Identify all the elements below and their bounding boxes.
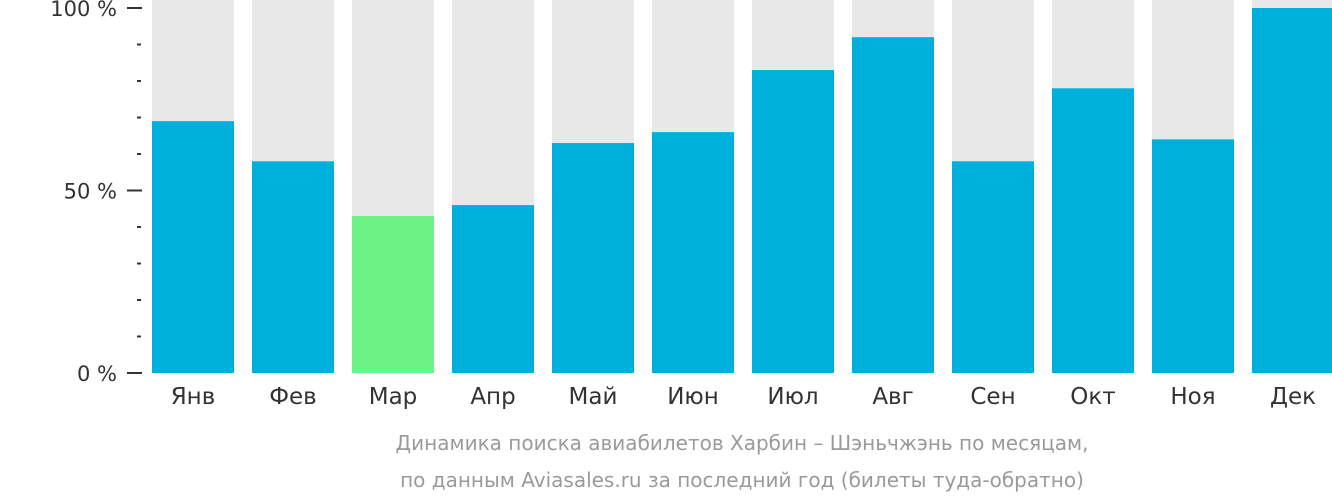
bar-6 bbox=[652, 132, 734, 373]
bar-3 bbox=[352, 216, 434, 373]
bar-5 bbox=[552, 143, 634, 373]
bar-9 bbox=[952, 161, 1034, 373]
x-tick-label: Июн bbox=[667, 384, 719, 410]
bar-12 bbox=[1252, 8, 1332, 373]
x-tick-label: Авг bbox=[872, 384, 913, 410]
x-tick-label: Дек bbox=[1270, 384, 1316, 410]
x-tick-label: Мар bbox=[369, 384, 418, 410]
x-tick-label: Ноя bbox=[1170, 384, 1215, 410]
bar-7 bbox=[752, 70, 834, 374]
x-tick-label: Июл bbox=[767, 384, 818, 410]
x-tick-label: Сен bbox=[970, 384, 1015, 410]
x-tick-label: Окт bbox=[1070, 384, 1115, 410]
x-tick-label: Янв bbox=[171, 384, 216, 410]
x-tick-label: Май bbox=[569, 384, 618, 410]
bar-8 bbox=[852, 37, 934, 373]
bar-2 bbox=[252, 161, 334, 373]
y-tick-label: 0 % bbox=[77, 362, 117, 386]
bar-4 bbox=[452, 205, 534, 373]
x-tick-label: Фев bbox=[269, 384, 317, 410]
bar-1 bbox=[152, 121, 234, 374]
y-tick-label: 50 % bbox=[64, 180, 117, 204]
chart-caption-line-1: Динамика поиска авиабилетов Харбин – Шэн… bbox=[395, 431, 1089, 455]
chart-caption-line-2: по данным Aviasales.ru за последний год … bbox=[400, 468, 1084, 492]
y-tick-label: 100 % bbox=[50, 0, 117, 21]
x-tick-label: Апр bbox=[470, 384, 515, 410]
bar-11 bbox=[1152, 139, 1234, 373]
bar-10 bbox=[1052, 88, 1134, 374]
